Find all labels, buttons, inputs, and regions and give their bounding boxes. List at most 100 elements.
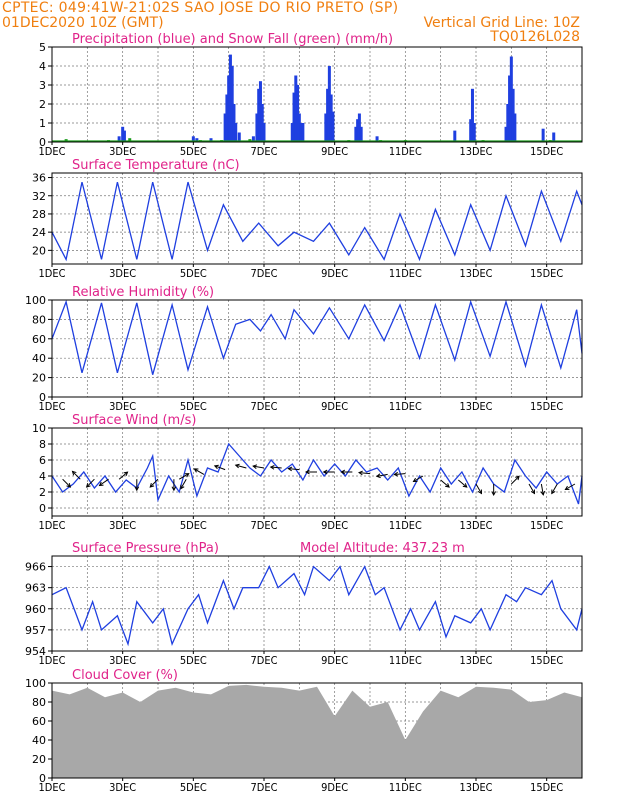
pressure-xtick-label: 3DEC	[109, 654, 136, 667]
pressure-ytick-label: 960	[25, 603, 46, 616]
precip-bar-blue	[290, 123, 294, 142]
wind-arrow	[510, 475, 520, 485]
pressure-xtick-label: 7DEC	[251, 654, 278, 667]
wind-ytick-label: 2	[39, 486, 46, 499]
temperature-xtick-label: 11DEC	[389, 267, 422, 280]
wind-arrowhead	[180, 484, 185, 490]
wind-arrowhead	[551, 489, 556, 495]
temperature-xtick-label: 5DEC	[180, 267, 207, 280]
precip-bar-blue	[541, 128, 545, 142]
wind-arrowhead	[322, 469, 328, 475]
wind-frame	[51, 427, 583, 517]
precipitation-ytick-label: 2	[39, 98, 46, 111]
station-title: CPTEC: 049:41W-21:02S SAO JOSE DO RIO PR…	[2, 0, 399, 16]
wind-arrowhead	[149, 482, 155, 488]
wind-arrow	[394, 473, 406, 476]
precip-bar-blue	[121, 126, 125, 142]
precip-bar-blue	[356, 119, 360, 142]
precipitation-ytick-label: 5	[39, 41, 46, 54]
wind-arrowhead	[540, 490, 546, 496]
wind-arrowhead	[123, 471, 129, 477]
precip-bar-blue	[329, 94, 333, 142]
humidity-ytick-label: 100	[25, 294, 46, 307]
precip-bar-blue	[470, 88, 474, 142]
precip-bar-blue	[234, 123, 238, 142]
wind-arrow	[86, 478, 95, 488]
precip-bar-blue	[195, 138, 199, 142]
wind-arrowhead	[71, 470, 77, 476]
precip-bar-blue	[262, 123, 266, 142]
cloud-cover-area	[52, 684, 582, 778]
wind-arrowhead	[491, 491, 497, 497]
wind-arrow	[358, 472, 371, 475]
wind-arrow	[413, 475, 424, 482]
precipitation-xtick-label: 3DEC	[109, 145, 136, 158]
temperature-ytick-label: 20	[32, 244, 46, 257]
precip-bar-blue	[257, 88, 261, 142]
wind-arrowhead	[393, 471, 399, 477]
precip-bar-blue	[375, 136, 379, 142]
wind-arrow	[194, 468, 205, 475]
precip-bar-blue	[469, 119, 473, 142]
wind-arrow	[551, 483, 558, 494]
temperature-ytick-label: 24	[32, 226, 46, 239]
precip-bar-blue	[508, 75, 512, 142]
precip-bar-blue	[292, 92, 296, 142]
wind-ytick-label: 10	[32, 422, 46, 435]
pressure-xtick-label: 9DEC	[321, 654, 348, 667]
wind-arrowhead	[234, 463, 240, 469]
wind-arrow	[376, 473, 388, 477]
cloud-cover-ytick-label: 20	[32, 753, 46, 766]
precip-bar-blue	[117, 136, 121, 142]
wind-arrow	[118, 471, 128, 480]
humidity-frame	[51, 299, 583, 398]
pressure-xtick-label: 1DEC	[39, 654, 66, 667]
cloud-cover-xtick-label: 9DEC	[321, 781, 348, 794]
wind-ytick-label: 8	[39, 438, 46, 451]
wind-arrowhead	[66, 482, 72, 488]
precipitation-ytick-label: 3	[39, 79, 46, 92]
precip-bar-blue	[326, 88, 330, 142]
pressure-series-line	[51, 565, 583, 647]
precip-bar-blue	[225, 94, 229, 142]
precipitation-xtick-label: 9DEC	[321, 145, 348, 158]
temperature-ytick-label: 36	[32, 172, 46, 185]
precip-bar-blue	[506, 104, 510, 142]
precip-bar-green	[128, 138, 132, 142]
temperature-ytick-label: 32	[32, 190, 46, 203]
precip-bar-blue	[552, 132, 556, 142]
precip-bar-blue	[251, 136, 255, 142]
pressure-frame	[51, 555, 583, 652]
wind-xtick-label: 13DEC	[460, 519, 493, 532]
wind-arrow	[475, 483, 482, 494]
precip-bar-blue	[453, 130, 457, 142]
humidity-series-line	[51, 299, 583, 375]
wind-arrow	[62, 478, 71, 488]
cloud-cover-ytick-label: 40	[32, 734, 46, 747]
wind-xtick-label: 1DEC	[39, 519, 66, 532]
wind-xtick-label: 9DEC	[321, 519, 348, 532]
run-date: 01DEC2020 10Z (GMT)	[2, 15, 164, 31]
humidity-xtick-label: 13DEC	[460, 400, 493, 413]
cloud-cover-ytick-label: 80	[32, 696, 46, 709]
wind-arrow	[214, 465, 226, 471]
humidity-xtick-label: 9DEC	[321, 400, 348, 413]
temperature-frame	[51, 172, 583, 265]
precipitation-ytick-label: 0	[39, 136, 46, 149]
wind-arrow	[458, 479, 468, 488]
wind-arrow	[149, 478, 159, 488]
wind-arrowhead	[477, 489, 483, 495]
cloud-cover-ytick-label: 0	[39, 772, 46, 785]
temperature-ytick-label: 28	[32, 208, 46, 221]
precip-bar-blue	[359, 126, 363, 142]
precipitation-frame	[51, 46, 583, 143]
humidity-xtick-label: 11DEC	[389, 400, 422, 413]
wind-arrowhead	[375, 473, 381, 479]
precip-bar-blue	[511, 88, 515, 142]
pressure-ytick-label: 954	[25, 645, 46, 658]
cloud-cover-xtick-label: 15DEC	[530, 781, 563, 794]
humidity-xtick-label: 7DEC	[251, 400, 278, 413]
precipitation-ytick-label: 4	[39, 60, 46, 73]
precip-bar-blue	[223, 113, 227, 142]
wind-arrow	[440, 479, 450, 488]
